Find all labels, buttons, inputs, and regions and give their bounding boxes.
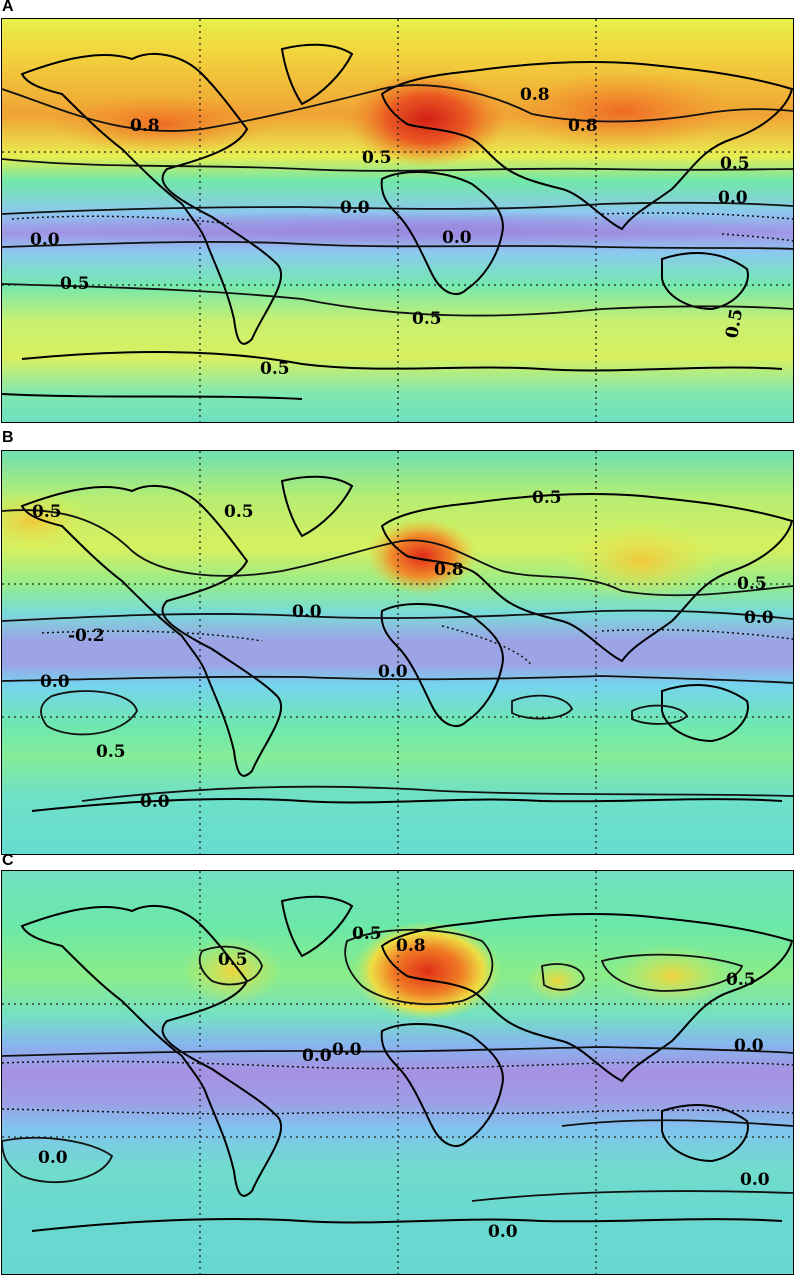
contour-label: 0.0 (30, 230, 60, 250)
contour-label: 0.5 (412, 309, 442, 329)
contour-label: 0.0 (292, 602, 322, 622)
map-a-warm-anomaly-europe (347, 71, 507, 167)
contour-label: 0.5 (218, 950, 248, 970)
map-c-contour-labels: 0.5 0.8 0.5 0.5 0.0 0.0 0.0 0.0 0.0 0.0 (38, 924, 770, 1242)
contour-label: 0.5 (726, 970, 756, 990)
contour-label: 0.5 (96, 742, 126, 762)
contour-label: 0.8 (520, 85, 550, 105)
contour-label: 0.0 (734, 1036, 764, 1056)
map-a-contour-labels: 0.8 0.8 0.8 0.5 0.5 0.0 0.0 0.0 0.0 0.5 … (30, 85, 750, 379)
map-b-svg: 0.5 0.5 0.5 0.8 0.5 0.0 0.0 -0.2 0.0 0.0… (2, 451, 793, 854)
contour-label: 0.5 (532, 488, 562, 508)
contour-label: 0.0 (744, 608, 774, 628)
contour-label: 0.0 (340, 198, 370, 218)
map-c-coastlines (20, 895, 793, 1232)
map-a-warm-anomaly-america (52, 94, 272, 154)
map-b-graticule (2, 451, 793, 854)
contour-label: 0.0 (302, 1046, 332, 1066)
contour-label: 0.5 (60, 274, 90, 294)
map-a-graticule (2, 19, 793, 422)
map-c-svg: 0.5 0.8 0.5 0.5 0.0 0.0 0.0 0.0 0.0 0.0 (2, 871, 793, 1274)
contour-label: 0.5 (32, 502, 62, 522)
map-a-coastlines (2, 43, 793, 400)
contour-label: 0.8 (396, 936, 426, 956)
contour-label: 0.0 (38, 1148, 68, 1168)
map-panel-c: 0.5 0.8 0.5 0.5 0.0 0.0 0.0 0.0 0.0 0.0 (1, 870, 794, 1275)
contour-label: 0.0 (740, 1170, 770, 1190)
contour-label: 0.8 (130, 116, 160, 136)
contour-label: -0.2 (68, 626, 105, 646)
contour-label: 0.5 (352, 924, 382, 944)
map-c-graticule (2, 871, 793, 1274)
contour-label: 0.0 (488, 1222, 518, 1242)
contour-label: 0.0 (332, 1040, 362, 1060)
map-b-warm-anomaly-europe (367, 518, 477, 594)
map-a-warm-anomaly-asia (512, 71, 732, 151)
map-c-warm-anomaly-america (182, 936, 282, 1006)
map-a-negative-contours (11, 212, 793, 242)
contour-label: 0.5 (720, 154, 750, 174)
contour-label: 0.8 (434, 560, 464, 580)
contour-label: 0.0 (442, 228, 472, 248)
contour-label: 0.5 (362, 148, 392, 168)
map-c-warm-anomaly-asia-minor (527, 959, 587, 1003)
map-a-svg: 0.8 0.8 0.8 0.5 0.5 0.0 0.0 0.0 0.0 0.5 … (2, 19, 793, 422)
map-c-negative-contours (2, 1060, 793, 1115)
contour-label: 0.0 (378, 662, 408, 682)
map-b-contour-labels: 0.5 0.5 0.5 0.8 0.5 0.0 0.0 -0.2 0.0 0.0… (32, 488, 774, 812)
contour-label: 0.8 (568, 116, 598, 136)
map-a-contours (2, 84, 793, 317)
map-c-warm-anomaly-europe (352, 921, 502, 1021)
map-panel-b: 0.5 0.5 0.5 0.8 0.5 0.0 0.0 -0.2 0.0 0.0… (1, 450, 794, 855)
map-b-warm-anomaly-asia (562, 521, 722, 601)
panel-letter-b: B (2, 429, 14, 446)
contour-label: 0.0 (718, 188, 748, 208)
contour-label: 0.0 (140, 792, 170, 812)
panel-letter-a: A (2, 0, 14, 15)
contour-label: 0.5 (224, 502, 254, 522)
map-panel-a: 0.8 0.8 0.8 0.5 0.5 0.0 0.0 0.0 0.0 0.5 … (1, 18, 794, 423)
map-a-cool-band (22, 211, 782, 247)
map-b-contours (2, 509, 793, 802)
map-c-contours (2, 928, 793, 1202)
contour-label: 0.5 (260, 359, 290, 379)
contour-label: 0.0 (40, 672, 70, 692)
contour-label: 0.5 (737, 574, 767, 594)
panel-letter-c: C (2, 852, 14, 869)
map-b-negative-contours (41, 625, 793, 667)
map-c-warm-anomaly-asia (612, 944, 732, 1008)
map-b-coastlines (20, 475, 793, 812)
